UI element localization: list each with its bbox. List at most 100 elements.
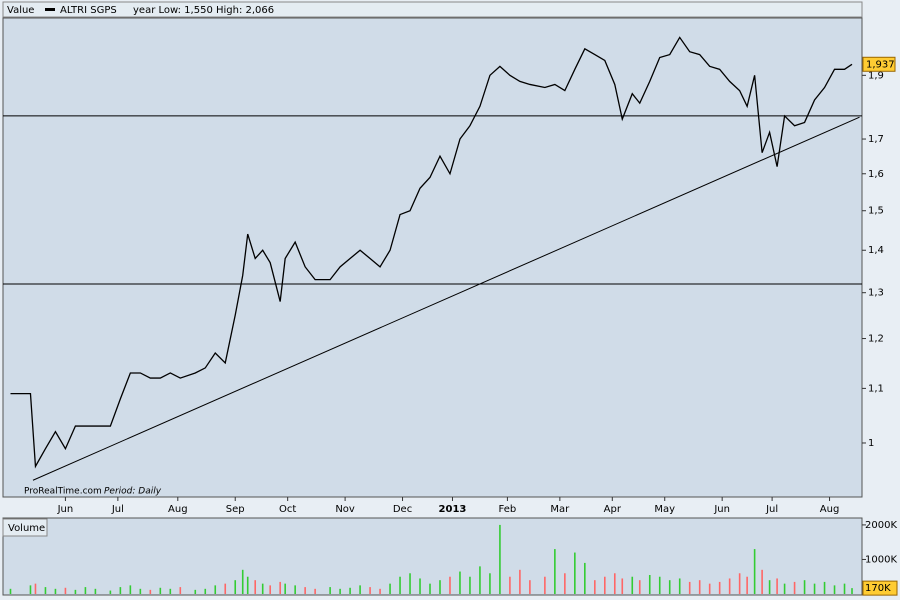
x-tick-label: Sep [226, 504, 245, 515]
volume-bar [544, 576, 546, 594]
volume-bar [776, 578, 778, 594]
volume-bar [74, 589, 77, 594]
x-tick-label: Oct [279, 504, 296, 515]
volume-bar [234, 580, 237, 594]
volume-bar [574, 552, 576, 594]
volume-bar [359, 585, 361, 594]
y-tick-label: 1,5 [868, 206, 884, 217]
volume-bar [329, 587, 331, 594]
volume-bar [638, 580, 641, 594]
volume-bar [459, 571, 461, 594]
volume-bar [369, 587, 371, 594]
volume-bar [698, 580, 701, 594]
volume-bar [109, 590, 112, 594]
y-tick-label: 2000K [865, 520, 897, 531]
y-tick-label: 1 [868, 438, 874, 449]
volume-bar [246, 576, 249, 594]
volume-bar [708, 583, 711, 594]
volume-bar [728, 578, 731, 594]
y-tick-label: 1000K [865, 554, 897, 565]
volume-bar [631, 576, 634, 594]
volume-bar [204, 588, 207, 594]
volume-bar [224, 583, 227, 594]
volume-bar [509, 576, 511, 594]
volume-bar [793, 581, 796, 594]
y-tick-label: 1,2 [868, 334, 884, 345]
last-volume-label: 170K [865, 583, 891, 594]
volume-bar [84, 587, 87, 594]
volume-bar [584, 562, 586, 594]
last-volume-box [862, 580, 898, 596]
volume-bar [34, 583, 37, 594]
volume-bar [284, 583, 286, 594]
volume-bar [64, 587, 67, 594]
volume-title: Volume [8, 523, 45, 534]
volume-bar [449, 576, 451, 594]
volume-bar [564, 573, 566, 594]
volume-bar [554, 549, 556, 594]
volume-bar [389, 583, 391, 594]
volume-bar [648, 575, 651, 594]
price-panel [2, 17, 863, 498]
volume-bar [668, 580, 671, 594]
x-tick-label: Feb [499, 504, 517, 515]
volume-bar [768, 580, 771, 594]
volume-bar [613, 573, 616, 594]
y-tick-label: 1,1 [868, 383, 884, 394]
header-label: Value [7, 5, 34, 16]
volume-bar [254, 580, 257, 594]
volume-bar [214, 585, 217, 594]
volume-bar [149, 589, 152, 594]
volume-bar [349, 587, 351, 594]
x-tick-label: Apr [604, 504, 622, 515]
volume-bar [439, 580, 441, 594]
volume-bar [783, 583, 786, 594]
x-tick-label: Nov [335, 504, 355, 515]
source: ProRealTime.com [24, 487, 102, 497]
year-range: year Low: 1,550 High: 2,066 [133, 5, 274, 16]
price-header [2, 1, 863, 18]
volume-bar [529, 580, 531, 594]
volume-bar [241, 569, 244, 594]
volume-header [2, 518, 48, 537]
y-tick-label: 1,9 [868, 70, 884, 81]
volume-bar [489, 573, 491, 594]
volume-bar [314, 588, 316, 594]
volume-bar [139, 588, 142, 594]
x-tick-label: Aug [820, 504, 840, 515]
volume-bar [54, 588, 57, 594]
volume-bar [851, 588, 853, 594]
last-price-label: 1,937 [866, 59, 895, 70]
period: Period: Daily [104, 487, 162, 497]
volume-bar [658, 576, 661, 594]
volume-bar [94, 588, 97, 594]
volume-bar [261, 583, 264, 594]
volume-bar [469, 576, 471, 594]
volume-bar [304, 587, 306, 594]
x-tick-label: Aug [168, 504, 188, 515]
volume-bar [594, 580, 596, 594]
volume-bar [803, 580, 806, 594]
volume-bar [678, 578, 681, 594]
x-tick-label: Jun [57, 504, 74, 515]
volume-bar [379, 588, 381, 594]
volume-bar [119, 587, 122, 594]
volume-bar [419, 578, 421, 594]
volume-bar [429, 583, 431, 594]
volume-bar [479, 566, 481, 594]
volume-bar [761, 569, 763, 594]
volume-bar [9, 588, 12, 594]
y-tick-label: 1,3 [868, 288, 884, 299]
volume-bar [179, 587, 182, 594]
volume-bar [294, 585, 296, 594]
volume-bar [409, 573, 411, 594]
volume-bar [339, 588, 341, 594]
volume-bar [129, 585, 132, 594]
instrument-name: ALTRI SGPS [60, 5, 117, 16]
volume-bar [746, 576, 748, 594]
legend-swatch [45, 8, 55, 11]
last-price-box [862, 56, 896, 72]
volume-bar [813, 583, 816, 594]
volume-bar [843, 583, 846, 594]
volume-bar [823, 581, 826, 594]
